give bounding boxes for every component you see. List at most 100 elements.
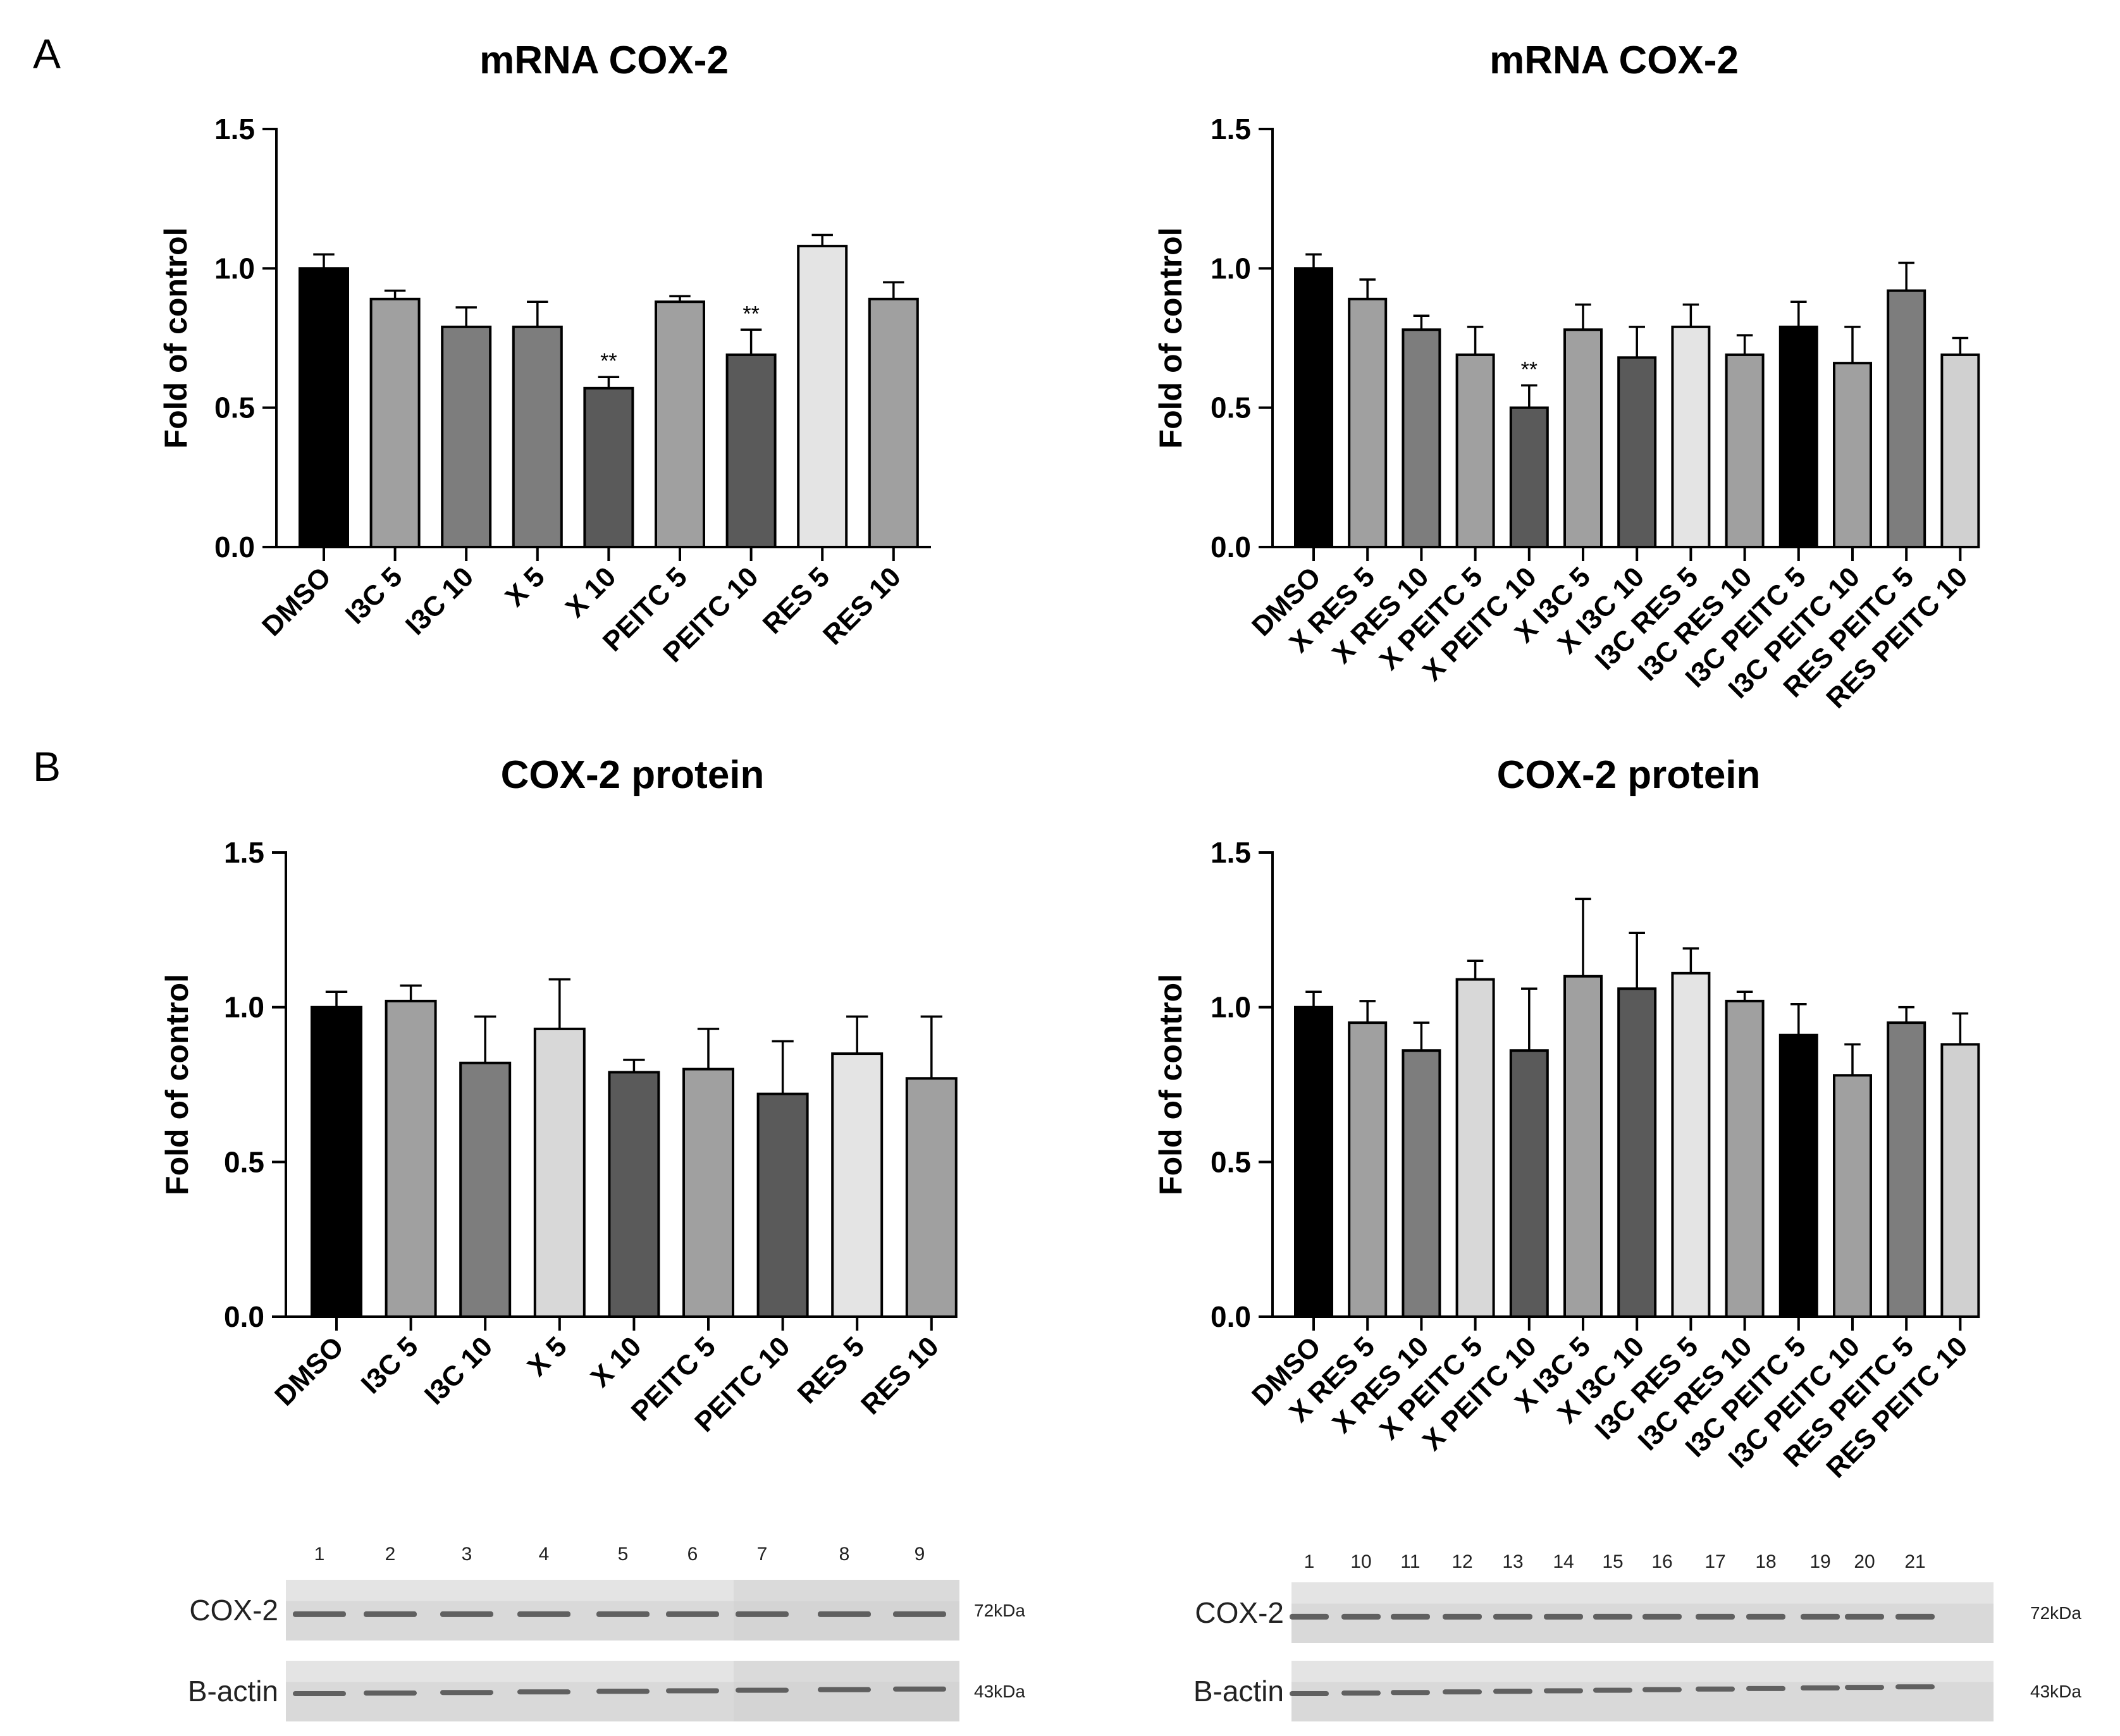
significance-marker: ** xyxy=(1521,357,1538,381)
x-tick-label: X 5 xyxy=(522,1331,573,1382)
bar xyxy=(1348,297,1388,548)
blot-strip-shade xyxy=(1291,1582,1994,1604)
protein-band xyxy=(1290,1691,1329,1696)
protein-band xyxy=(1696,1613,1735,1620)
molecular-weight-label: 72kDa xyxy=(974,1601,1025,1620)
bar xyxy=(655,300,705,548)
bar xyxy=(1563,975,1603,1318)
x-tick-label: RES 10 xyxy=(855,1331,945,1420)
protein-band xyxy=(517,1689,570,1695)
y-tick-label: 0.5 xyxy=(1211,1145,1251,1178)
x-tick-label: I3C 5 xyxy=(355,1331,424,1400)
bar xyxy=(725,353,777,548)
protein-band xyxy=(1642,1613,1682,1620)
bar xyxy=(868,297,919,548)
protein-band xyxy=(1593,1687,1632,1693)
bar xyxy=(1778,325,1818,549)
bar xyxy=(1940,353,1980,548)
chart-1: mRNA COX-2 Fold of control 0.0 0.5 1.0 1.5 DMS… xyxy=(158,39,931,668)
y-tick-label: 0.0 xyxy=(1211,1300,1251,1333)
protein-band xyxy=(440,1611,493,1617)
protein-band xyxy=(1801,1685,1840,1690)
y-tick-label: 1.0 xyxy=(1211,991,1251,1024)
y-tick-label: 1.0 xyxy=(1211,252,1251,285)
y-tick-label: 0.0 xyxy=(224,1300,264,1333)
lane-number: 10 xyxy=(1350,1551,1371,1572)
chart-title: mRNA COX-2 xyxy=(1489,39,1739,82)
panel-label-b: B xyxy=(33,743,61,790)
lane-number: 8 xyxy=(839,1544,850,1565)
protein-band xyxy=(1290,1613,1329,1620)
bar xyxy=(1348,1021,1388,1318)
lane-number: 15 xyxy=(1602,1551,1623,1572)
protein-band xyxy=(818,1611,871,1617)
protein-band xyxy=(1544,1688,1583,1694)
y-axis-label: Fold of control xyxy=(158,228,194,449)
protein-band xyxy=(440,1690,493,1696)
protein-band xyxy=(293,1691,346,1696)
protein-band xyxy=(364,1611,417,1617)
y-tick-label: 1.0 xyxy=(224,991,264,1024)
blot-row-label: B-actin xyxy=(1193,1675,1284,1708)
lane-number: 11 xyxy=(1400,1551,1420,1572)
bar xyxy=(1833,1074,1872,1318)
bar xyxy=(1617,987,1657,1318)
y-tick-label: 0.0 xyxy=(1211,531,1251,563)
blot-strip-segment xyxy=(734,1580,959,1641)
x-tick-label: X 10 xyxy=(560,561,622,624)
protein-band xyxy=(1391,1690,1430,1696)
blot-row-label: COX-2 xyxy=(1195,1596,1284,1629)
protein-band xyxy=(1443,1689,1482,1695)
bar xyxy=(299,267,349,548)
bar xyxy=(1402,328,1441,549)
bar xyxy=(1455,353,1495,548)
protein-band xyxy=(1443,1613,1482,1620)
chart-3: COX-2 protein Fold of control 0.0 0.5 1.0 1.5… xyxy=(159,753,958,1438)
x-tick-label: I3C 10 xyxy=(419,1331,498,1410)
protein-band xyxy=(893,1686,946,1692)
protein-band xyxy=(1341,1613,1381,1620)
lane-number: 13 xyxy=(1502,1551,1523,1572)
bar xyxy=(1725,999,1765,1318)
bar xyxy=(1617,356,1657,548)
protein-band xyxy=(1801,1613,1840,1620)
x-tick-label: RES 10 xyxy=(817,561,907,651)
y-tick-label: 1.5 xyxy=(1211,113,1251,145)
protein-band xyxy=(596,1689,650,1694)
bar xyxy=(1509,1049,1549,1318)
y-tick-label: 0.5 xyxy=(1211,391,1251,424)
y-tick-label: 1.0 xyxy=(214,252,255,285)
bar xyxy=(1887,289,1926,548)
bar xyxy=(1509,406,1549,549)
protein-band xyxy=(1391,1613,1430,1620)
protein-band xyxy=(1746,1613,1785,1620)
bar xyxy=(756,1092,809,1319)
blot-row-label: COX-2 xyxy=(189,1594,278,1627)
y-axis-label: Fold of control xyxy=(159,974,195,1195)
protein-band xyxy=(293,1611,346,1617)
protein-band xyxy=(1696,1686,1735,1692)
protein-band xyxy=(1593,1613,1632,1620)
protein-band xyxy=(1845,1685,1884,1690)
lane-number: 14 xyxy=(1553,1551,1574,1572)
protein-band xyxy=(364,1690,417,1696)
blot-strip-shade xyxy=(1291,1661,1994,1682)
y-tick-label: 1.5 xyxy=(1211,836,1251,869)
y-tick-label: 1.5 xyxy=(214,113,255,145)
bar xyxy=(1833,362,1872,548)
x-tick-label: DMSO xyxy=(256,561,337,642)
bar xyxy=(459,1061,512,1319)
lane-number: 17 xyxy=(1704,1551,1725,1572)
x-tick-label: X 5 xyxy=(500,561,551,612)
bar xyxy=(682,1068,734,1318)
bar xyxy=(1671,325,1711,549)
bar xyxy=(1563,328,1603,549)
protein-band xyxy=(1544,1613,1583,1620)
bar xyxy=(1294,1006,1333,1318)
protein-band xyxy=(736,1611,789,1617)
bar xyxy=(533,1027,586,1319)
bar xyxy=(1671,971,1711,1318)
bar xyxy=(311,1006,362,1318)
